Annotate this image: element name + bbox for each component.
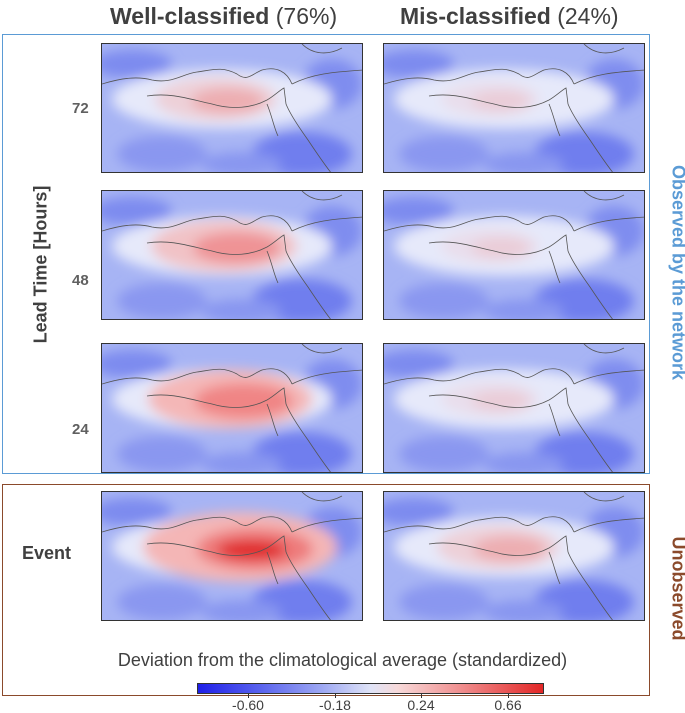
map-mis-classified-event (383, 491, 645, 621)
anomaly-map-svg (102, 492, 363, 621)
column-percentage: (76%) (276, 3, 337, 29)
anomaly-map-svg (102, 44, 363, 173)
anomaly-map-svg (384, 344, 645, 473)
map-well-classified-72h (101, 43, 363, 173)
map-mis-classified-48h (383, 190, 645, 320)
map-mis-classified-24h (383, 343, 645, 473)
anomaly-map-svg (384, 191, 645, 320)
map-well-classified-event (101, 491, 363, 621)
row-label-24: 24 (72, 421, 89, 438)
map-well-classified-48h (101, 190, 363, 320)
map-well-classified-24h (101, 343, 363, 473)
row-label-72: 72 (72, 100, 89, 117)
unobserved-side-label: Unobserved (668, 529, 685, 649)
colorbar-tick-label: 0.66 (478, 697, 538, 713)
column-title: Mis-classified (400, 3, 551, 29)
colorbar (197, 683, 544, 694)
colorbar-tick-label: -0.18 (305, 697, 365, 713)
row-label-48: 48 (72, 272, 89, 289)
colorbar-tick-label: 0.24 (391, 697, 451, 713)
observed-side-label: Observed by the network (668, 163, 685, 383)
map-mis-classified-72h (383, 43, 645, 173)
lead-time-axis-label: Lead Time [Hours] (31, 165, 52, 365)
anomaly-map-svg (384, 492, 645, 621)
row-label-event: Event (22, 543, 71, 564)
anomaly-map-svg (102, 191, 363, 320)
colorbar-title: Deviation from the climatological averag… (0, 650, 685, 671)
column-percentage: (24%) (557, 3, 618, 29)
anomaly-map-svg (102, 344, 363, 473)
column-title: Well-classified (110, 3, 269, 29)
column-header-mis-classified: Mis-classified (24%) (400, 3, 619, 30)
anomaly-map-svg (384, 44, 645, 173)
colorbar-tick-label: -0.60 (218, 697, 278, 713)
column-header-well-classified: Well-classified (76%) (110, 3, 337, 30)
